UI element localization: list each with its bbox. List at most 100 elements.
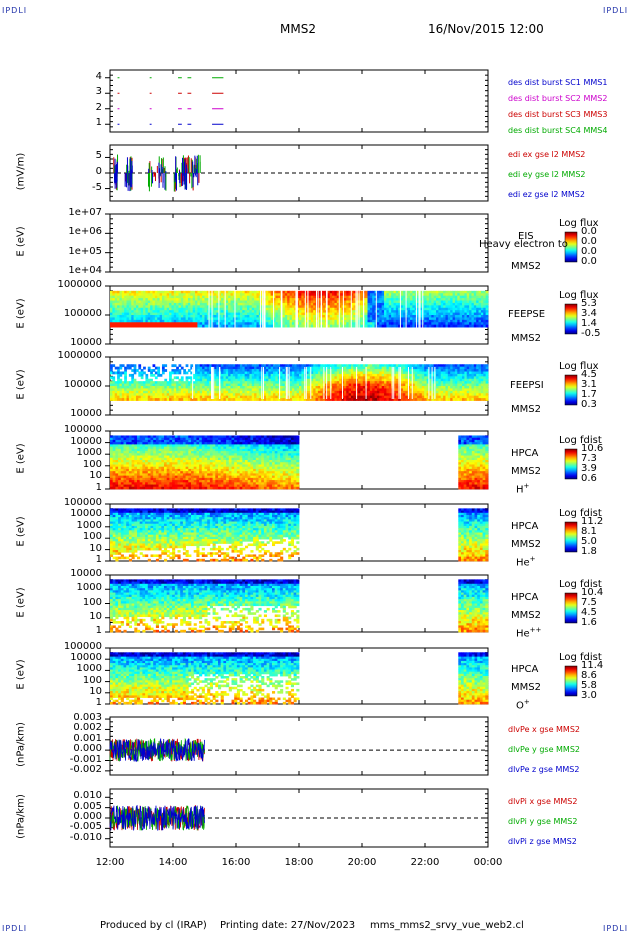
spec-cell [164, 322, 168, 326]
spec-cell [190, 319, 194, 323]
spec-cell [150, 324, 153, 328]
spec-cell [251, 324, 255, 328]
spec-cell [206, 395, 210, 399]
spec-cell [445, 290, 449, 294]
spec-cell [197, 395, 201, 399]
spec-cell [270, 383, 274, 387]
spec-cell [273, 371, 276, 375]
spec-cell [216, 390, 220, 394]
spec-cell [178, 381, 182, 384]
spec-cell [450, 295, 453, 299]
spec-cell [178, 302, 182, 306]
spec-cell [147, 305, 151, 309]
spec-cell [213, 369, 217, 372]
spec-cell [183, 302, 186, 306]
spec-cell [124, 305, 127, 309]
spec-cell [242, 373, 246, 377]
spec-cell [367, 398, 371, 401]
spec-cell [204, 315, 208, 318]
spec-cell [173, 398, 177, 401]
spec-cell [166, 388, 170, 392]
spec-cell [268, 381, 272, 384]
spec-cell [332, 302, 335, 306]
spec-cell [244, 319, 248, 323]
spec-cell [431, 322, 435, 326]
spec-cell [187, 376, 191, 380]
spec-cell [235, 376, 238, 380]
spec-cell [190, 381, 194, 384]
spec-cell [121, 300, 125, 304]
spec-cell [117, 366, 120, 370]
spec-cell [247, 369, 250, 372]
spec-cell [447, 317, 451, 321]
spec-cell [275, 290, 279, 294]
spec-cell [263, 393, 267, 397]
spec-cell [469, 315, 472, 318]
spec-cell [150, 312, 153, 316]
spec-cell [376, 319, 380, 323]
spec-cell [190, 312, 194, 316]
spec-cell [405, 300, 409, 304]
spec-cell [301, 305, 305, 309]
spec-cell [445, 300, 449, 304]
spec-cell [428, 317, 432, 321]
spec-cell [112, 305, 116, 309]
spec-cell [471, 310, 475, 313]
spec-cell [117, 393, 120, 397]
spec-cell [348, 395, 352, 399]
spec-cell [308, 366, 312, 370]
spec-cell [327, 310, 331, 313]
spec-cell [204, 295, 208, 299]
spec-cell [251, 298, 255, 301]
spec-cell [336, 373, 340, 377]
spec-cell [232, 388, 236, 392]
spec-cell [261, 364, 264, 368]
spec-cell [128, 293, 132, 297]
spec-cell [268, 315, 272, 318]
spec-cell [254, 393, 257, 397]
spec-cell [154, 295, 158, 299]
spec-cell [348, 383, 352, 387]
spec-cell [232, 393, 236, 397]
spec-cell [216, 393, 220, 397]
spec-cell [405, 398, 409, 401]
spec-cell [369, 369, 373, 372]
spec-cell [440, 371, 444, 375]
spec-cell [447, 364, 451, 368]
spec-cell [185, 364, 189, 368]
spec-cell [393, 324, 397, 328]
spec-cell [334, 300, 338, 304]
spec-cell [265, 319, 269, 323]
spec-cell [291, 298, 295, 301]
spec-cell [343, 364, 347, 368]
spec-cell [280, 376, 283, 380]
spec-cell [204, 369, 208, 372]
spec-cell [169, 378, 172, 382]
spec-cell [284, 302, 288, 306]
spec-cell [147, 315, 151, 318]
spec-cell [232, 390, 236, 394]
spec-cell [228, 373, 231, 377]
spec-cell [209, 371, 212, 375]
spec-cell [421, 390, 425, 394]
spec-cell [320, 398, 324, 401]
spec-cell [143, 381, 146, 384]
spec-cell [119, 310, 123, 313]
spec-cell [145, 386, 149, 389]
spec-cell [150, 315, 153, 318]
spec-cell [180, 378, 184, 382]
spec-cell [466, 307, 470, 311]
spec-cell [405, 312, 409, 316]
spec-cell [254, 369, 257, 372]
spec-cell [161, 398, 165, 401]
spec-cell [384, 319, 387, 323]
spec-cell [407, 373, 411, 377]
spec-cell [135, 383, 139, 387]
spec-cell [150, 307, 153, 311]
spec-cell [171, 395, 175, 399]
spec-cell [273, 383, 276, 387]
spec-cell [152, 312, 156, 316]
spec-cell [270, 324, 274, 328]
spec-cell [216, 366, 220, 370]
spec-cell [270, 390, 274, 394]
